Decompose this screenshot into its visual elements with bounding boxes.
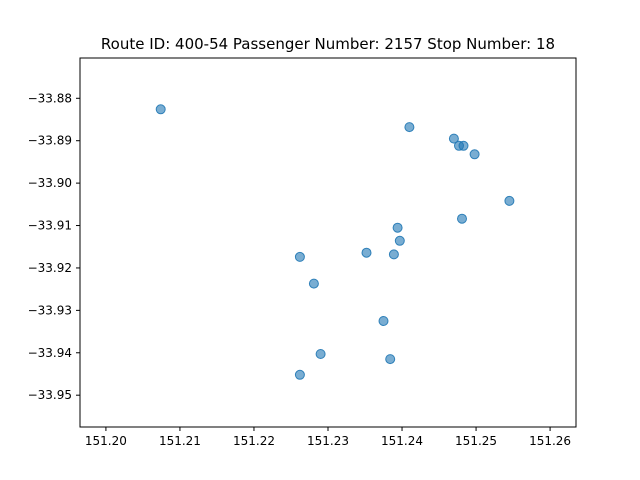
x-tick-label: 151.26: [529, 434, 571, 448]
scatter-point-16: [315, 349, 326, 359]
scatter-point-5: [458, 140, 469, 151]
scatter-point-6: [469, 149, 480, 160]
scatter-point-8: [457, 213, 467, 224]
x-tick-label: 151.22: [233, 434, 275, 448]
y-tick-label: −33.94: [28, 346, 72, 360]
points-layer: [155, 104, 515, 380]
x-tick-label: 151.23: [307, 434, 349, 448]
scatter-point-7: [504, 195, 515, 206]
y-tick-label: −33.92: [28, 261, 72, 275]
plot-area-frame: [79, 57, 577, 428]
y-axis: −33.88 −33.89 −33.90 −33.91 −33.92 −33.93 −33.…: [28, 91, 80, 402]
scatter-point-1: [155, 104, 166, 115]
scatter-point-13: [294, 251, 305, 262]
chart-title: Route ID: 400-54 Passenger Number: 2157 …: [101, 35, 555, 53]
y-tick-label: −33.90: [28, 176, 72, 190]
scatter-point-15: [378, 316, 389, 326]
scatter-point-17: [385, 354, 396, 365]
scatter-point-18: [294, 369, 305, 380]
y-tick-label: −33.88: [28, 91, 72, 105]
x-tick-label: 151.25: [455, 434, 497, 448]
scatter-point-10: [394, 235, 405, 246]
x-tick-label: 151.21: [159, 434, 201, 448]
scatter-point-3: [448, 133, 459, 144]
y-tick-label: −33.93: [28, 303, 72, 317]
x-axis: 151.20 151.21 151.22 151.23 151.24 151.25 151.…: [85, 427, 571, 448]
y-tick-label: −33.91: [28, 219, 72, 233]
scatter-point-2: [404, 122, 415, 133]
x-tick-label: 151.20: [85, 434, 127, 448]
x-tick-label: 151.24: [381, 434, 423, 448]
scatter-point-12: [388, 249, 399, 260]
y-tick-label: −33.89: [28, 134, 72, 148]
y-tick-label: −33.95: [28, 388, 72, 402]
scatter-point-11: [361, 247, 372, 258]
scatter-point-14: [308, 278, 319, 289]
scatter-point-9: [392, 222, 403, 233]
